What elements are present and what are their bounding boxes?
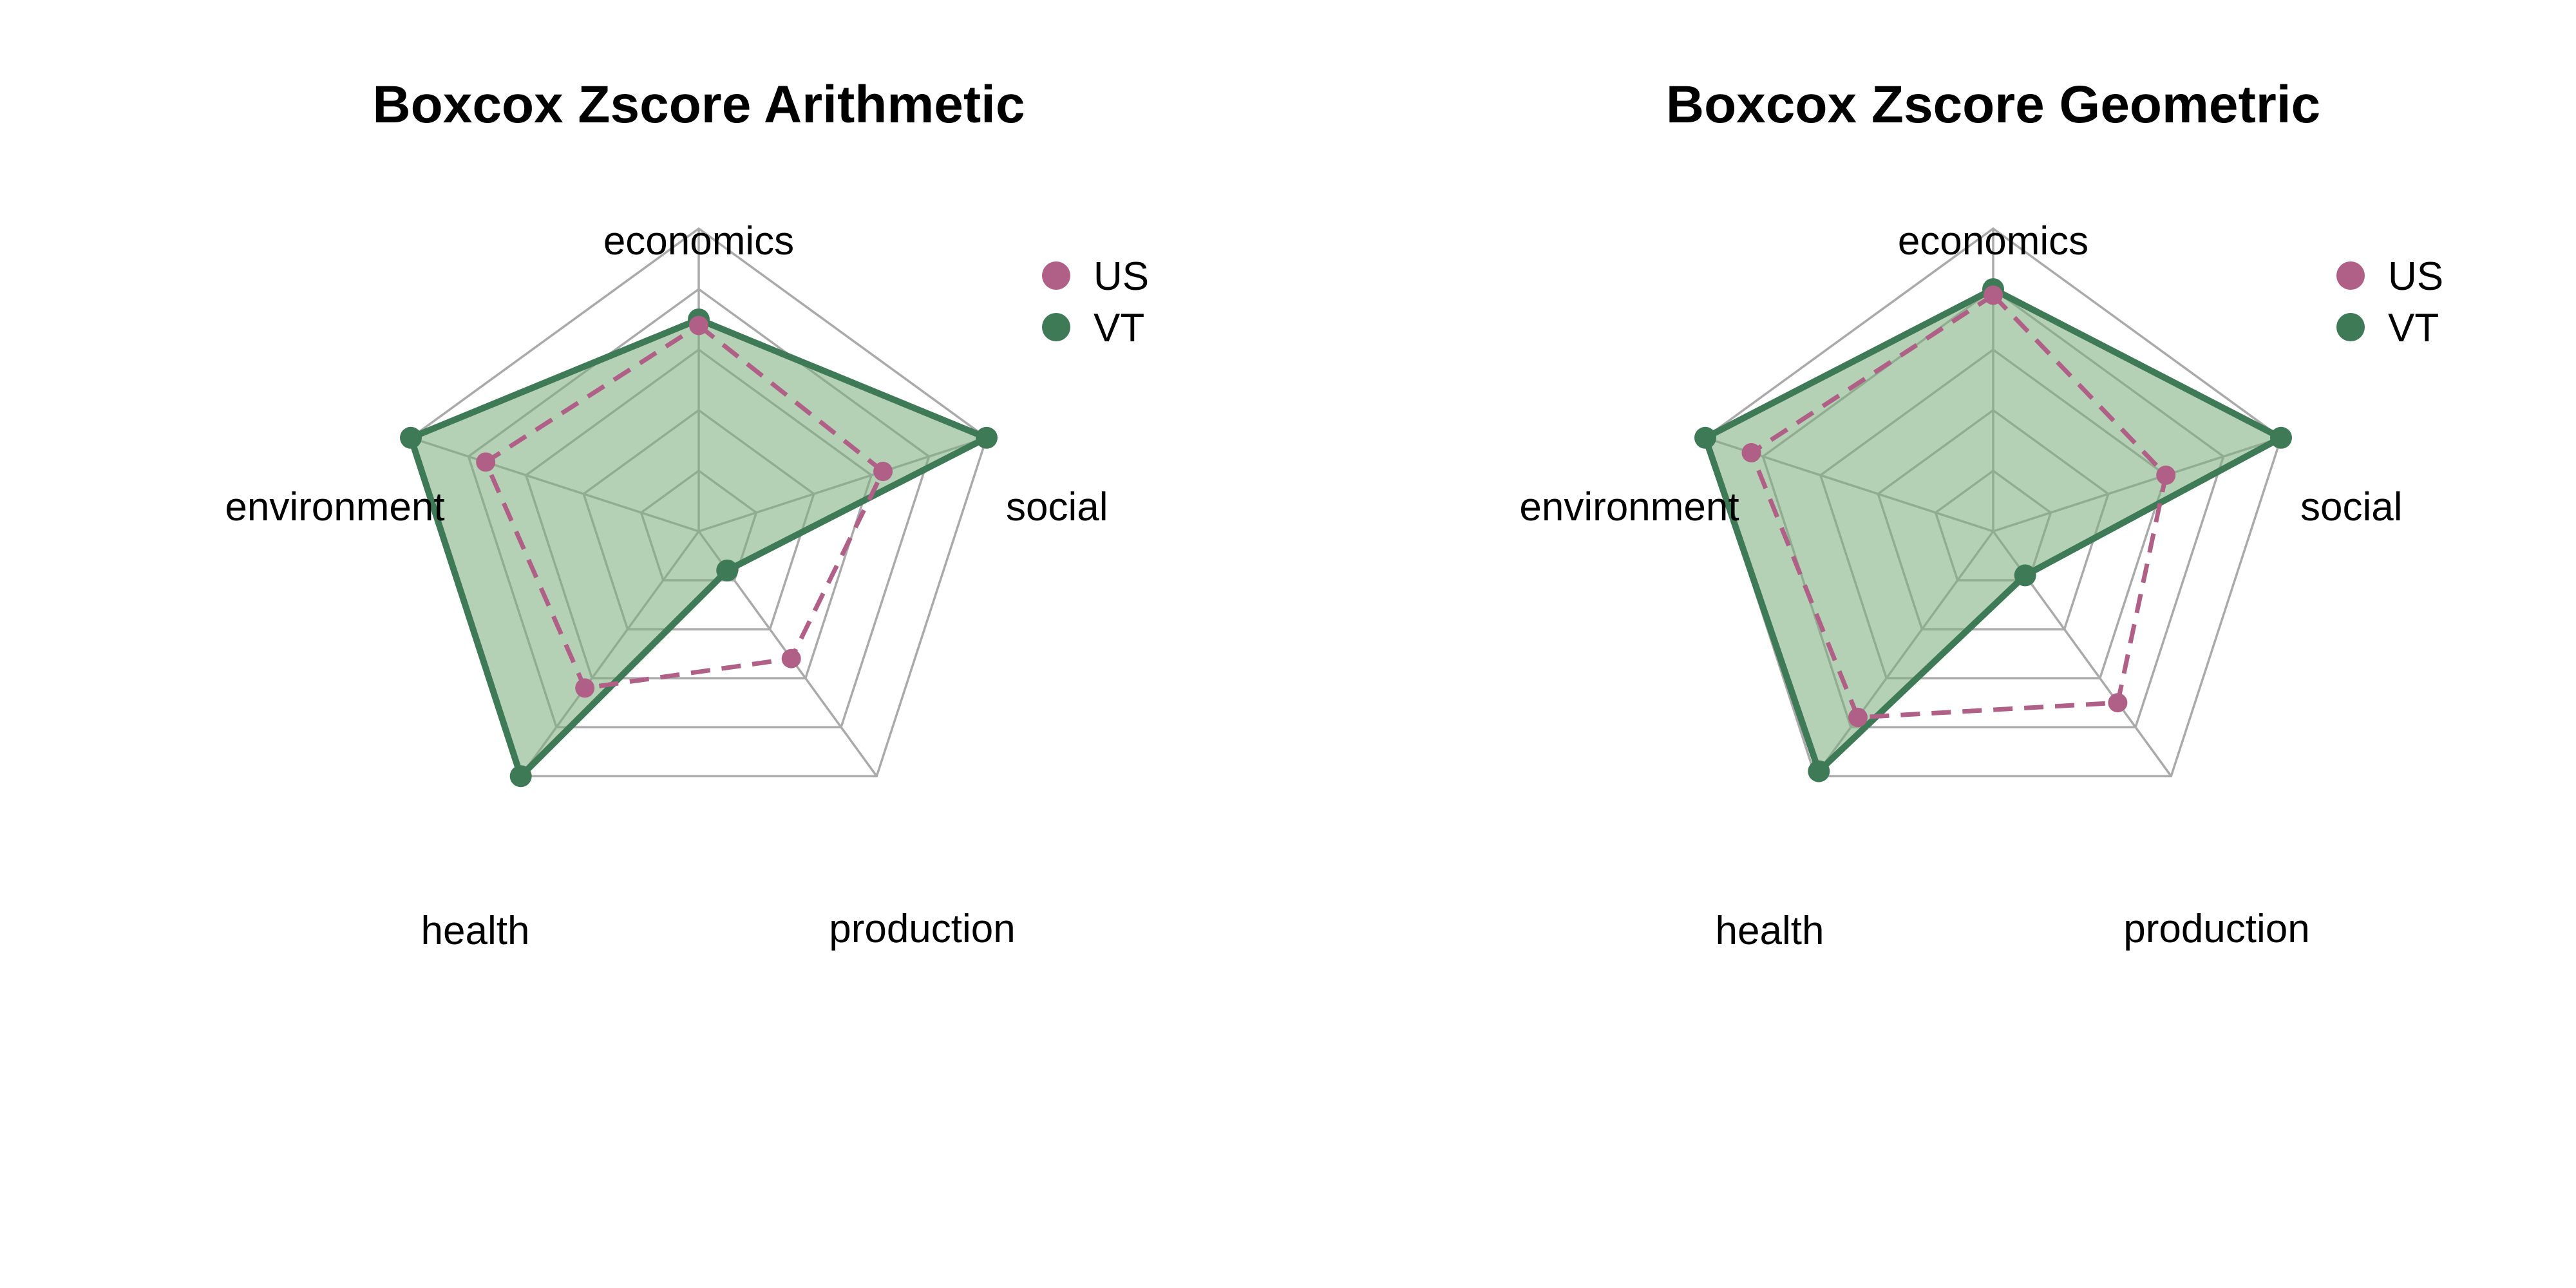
axis-label-environment: environment (225, 485, 444, 529)
data-point-vt-environment (1694, 426, 1716, 449)
legend-label-us: US (1094, 254, 1149, 299)
legend: US VT (1042, 254, 1149, 350)
radar-axis-labels: economics social production health envir… (225, 219, 1108, 953)
legend-marker-vt (1042, 313, 1070, 341)
axis-label-production: production (2123, 907, 2310, 951)
radar-panel-geometric: Boxcox Zscore Geometric economics social… (1519, 75, 2443, 953)
axis-label-social: social (2300, 485, 2403, 529)
data-point-vt-production (2014, 564, 2036, 587)
axis-label-economics: economics (603, 219, 794, 263)
data-point-vt-social (976, 426, 998, 449)
data-point-us-environment (1741, 443, 1761, 462)
radar-series (1694, 278, 2292, 782)
legend-marker-vt (2336, 313, 2365, 341)
series-line-us (483, 323, 886, 690)
series-line-vt (408, 316, 990, 780)
data-point-vt-production (716, 559, 739, 582)
legend-label-us: US (2388, 254, 2443, 299)
axis-label-social: social (1006, 485, 1108, 529)
data-point-vt-social (2270, 426, 2292, 449)
radar-panel-arithmetic: Boxcox Zscore Arithmetic economics socia… (225, 75, 1149, 953)
panel-title: Boxcox Zscore Geometric (1666, 75, 2320, 134)
legend-marker-us (2336, 261, 2365, 290)
data-point-vt-health (1808, 760, 1830, 782)
data-point-us-social (873, 462, 893, 481)
data-point-vt-health (509, 765, 532, 788)
legend-marker-us (1042, 261, 1070, 290)
axis-label-health: health (1716, 909, 1824, 953)
grid-ring (1703, 227, 2283, 777)
data-point-us-economics (689, 316, 708, 336)
data-point-us-production (2108, 693, 2128, 713)
data-point-us-health (1848, 708, 1868, 727)
legend-label-vt: VT (2388, 306, 2439, 350)
data-point-vt-environment (400, 426, 422, 449)
grid-ring (409, 227, 989, 777)
panel-title: Boxcox Zscore Arithmetic (372, 75, 1025, 134)
data-point-us-environment (476, 452, 496, 472)
data-point-us-production (781, 649, 801, 668)
axis-label-production: production (829, 907, 1016, 951)
axis-label-health: health (421, 909, 530, 953)
data-point-us-health (575, 678, 595, 698)
data-point-us-economics (1984, 285, 2003, 305)
legend: US VT (2336, 254, 2443, 350)
axis-label-environment: environment (1519, 485, 1739, 529)
legend-label-vt: VT (1094, 306, 1144, 350)
series-line-vt (1702, 286, 2284, 775)
axis-label-economics: economics (1898, 219, 2088, 263)
radar-axis-labels: economics social production health envir… (1519, 219, 2402, 953)
data-point-us-social (2156, 465, 2176, 485)
radar-series (400, 308, 998, 788)
